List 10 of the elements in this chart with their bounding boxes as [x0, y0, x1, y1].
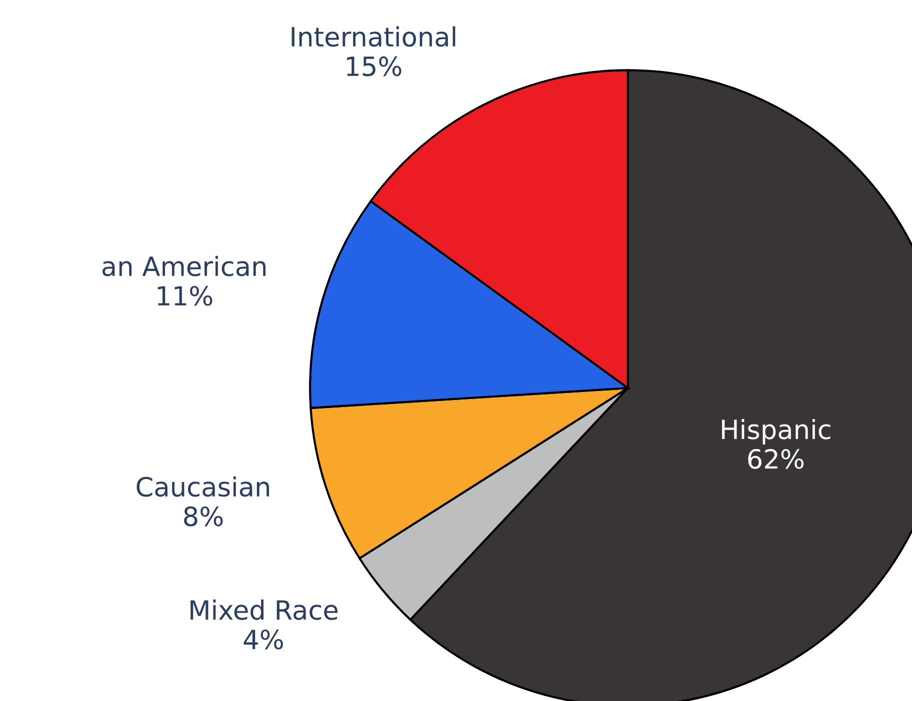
slice-label: Caucasian	[136, 476, 269, 497]
data-label: 15%	[347, 56, 402, 76]
data-label: 11%	[158, 286, 212, 306]
data-label: 62%	[748, 448, 804, 469]
slice-label: Hispanic	[722, 418, 830, 444]
data-label: 8%	[184, 506, 223, 526]
data-label: 4%	[244, 630, 283, 650]
slice-label: International	[292, 26, 456, 47]
slice-label: Mixed Race	[190, 600, 338, 620]
slice-label: an American	[102, 256, 266, 276]
